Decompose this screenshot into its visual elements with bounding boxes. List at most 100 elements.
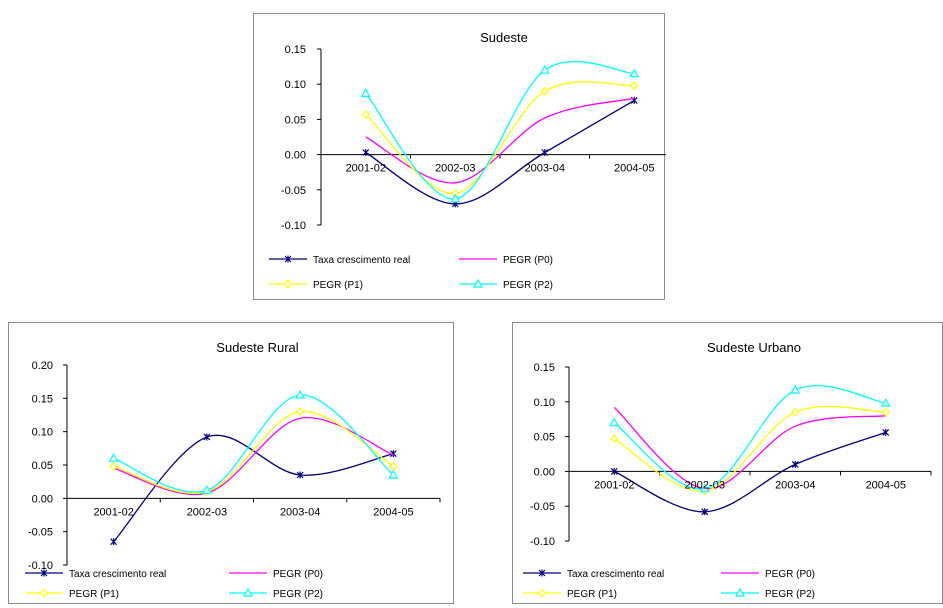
y-tick-label: -0.10 (28, 560, 53, 572)
legend-marker-pegr-p2 (734, 587, 746, 597)
legend-marker-pegr-p2 (242, 587, 254, 597)
series-line-pegr-p1 (113, 411, 394, 494)
chart-title: Sudeste Rural (216, 340, 298, 355)
series-line-pegr-p2 (613, 385, 886, 490)
legend-label-pegr-p2: PEGR (P2) (765, 589, 815, 600)
legend-marker-pegr-p1 (283, 279, 293, 289)
legend-label-taxa-crescimento-real: Taxa crescimento real (313, 255, 410, 266)
data-point-taxa-crescimento-real (882, 428, 890, 436)
legend-marker-taxa-crescimento-real (40, 569, 48, 577)
y-tick-label: 0.05 (32, 460, 53, 472)
data-point-taxa-crescimento-real (630, 96, 638, 104)
x-tick-label: 2004-05 (866, 479, 906, 491)
data-point-taxa-crescimento-real (203, 433, 211, 441)
series-line-pegr-p2 (365, 60, 635, 200)
x-tick-label: 2004-05 (373, 506, 413, 518)
data-point-pegr-p2 (360, 88, 371, 97)
x-tick-label: 2003-04 (775, 479, 815, 491)
x-tick-label: 2001-02 (346, 163, 386, 175)
data-point-pegr-p2 (450, 193, 461, 203)
chart-svg: Sudeste Urbano 0.15 0.10 0.05 0.00 -0.05 -0.10… (523, 340, 932, 600)
y-tick-label: -0.10 (281, 220, 306, 232)
legend-label-pegr-p1: PEGR (P1) (69, 589, 119, 600)
y-tick-label: 0.10 (534, 397, 555, 409)
data-point-pegr-p1 (629, 81, 639, 90)
chart-svg: Sudeste 0.15 0.10 0.05 0.00 -0.05 -0.10 2001-02… (269, 30, 666, 291)
series-group (360, 60, 640, 208)
data-point-pegr-p2 (388, 469, 399, 479)
data-point-taxa-crescimento-real (110, 538, 118, 546)
data-point-taxa-crescimento-real (296, 471, 304, 479)
data-point-pegr-p1 (109, 461, 118, 471)
data-point-pegr-p1 (609, 434, 619, 444)
series-group (609, 384, 891, 516)
y-tick-label: 0.05 (285, 114, 306, 126)
x-tick-label: 2001-02 (594, 479, 634, 491)
legend-marker-taxa-crescimento-real (538, 569, 546, 577)
y-tick-label: 0.00 (534, 466, 555, 478)
data-point-pegr-p2 (880, 397, 891, 407)
chart-svg: Sudeste Rural 0.20 0.15 0.10 0.05 0.00 -0.05 -0… (25, 340, 441, 600)
legend: Taxa crescimento real PEGR (P0) PEGR (P1) P… (269, 255, 553, 291)
series-line-pegr-p2 (113, 394, 394, 493)
legend-label-pegr-p1: PEGR (P1) (567, 589, 617, 600)
chart-sudeste-urbano: Sudeste Urbano 0.15 0.10 0.05 0.00 -0.05 -0.10… (512, 322, 943, 604)
data-point-pegr-p1 (295, 407, 305, 417)
data-point-pegr-p2 (699, 483, 710, 493)
chart-title: Sudeste Urbano (707, 340, 801, 355)
x-tick-label: 2001-02 (93, 506, 133, 518)
series-line-taxa-crescimento-real (365, 99, 635, 205)
data-point-taxa-crescimento-real (791, 460, 799, 468)
data-point-pegr-p1 (540, 86, 550, 96)
y-tick-label: -0.05 (530, 501, 555, 513)
legend-marker-pegr-p1 (39, 588, 49, 598)
chart-sudeste: Sudeste 0.15 0.10 0.05 0.00 -0.05 -0.10 2001-02… (253, 13, 666, 300)
data-point-pegr-p2 (201, 485, 212, 494)
data-point-pegr-p2 (629, 68, 640, 78)
y-tick-label: -0.05 (28, 527, 53, 539)
data-point-pegr-p1 (790, 407, 800, 417)
y-tick-label: 0.00 (285, 150, 306, 162)
x-tick-label: 2002-03 (187, 506, 227, 518)
data-point-pegr-p2 (790, 384, 801, 394)
y-tick-label: -0.10 (530, 536, 555, 548)
data-point-pegr-p1 (361, 110, 371, 119)
series-line-taxa-crescimento-real (113, 434, 394, 543)
legend-label-pegr-p0: PEGR (P0) (273, 569, 323, 580)
y-tick-label: 0.10 (285, 79, 306, 91)
legend-label-pegr-p0: PEGR (P0) (503, 255, 553, 266)
y-tick-label: 0.10 (32, 427, 53, 439)
legend-label-pegr-p2: PEGR (P2) (273, 589, 323, 600)
data-point-taxa-crescimento-real (389, 450, 397, 458)
series-line-pegr-p0 (613, 406, 886, 490)
y-tick-label: 0.15 (32, 393, 53, 405)
x-tick-label: 2004-05 (614, 163, 654, 175)
legend-marker-pegr-p2 (472, 278, 484, 288)
legend-label-taxa-crescimento-real: Taxa crescimento real (567, 569, 664, 580)
y-tick-label: 0.05 (534, 432, 555, 444)
legend-label-pegr-p0: PEGR (P0) (765, 569, 815, 580)
legend-label-taxa-crescimento-real: Taxa crescimento real (69, 569, 166, 580)
chart-title: Sudeste (480, 30, 528, 45)
series-line-pegr-p1 (365, 81, 635, 194)
data-point-pegr-p2 (539, 64, 550, 74)
chart-sudeste-rural: Sudeste Rural 0.20 0.15 0.10 0.05 0.00 -0.05 -0… (8, 322, 454, 604)
y-tick-label: 0.20 (32, 360, 53, 372)
data-point-taxa-crescimento-real (541, 148, 549, 156)
y-tick-label: 0.15 (534, 362, 555, 374)
legend-marker-pegr-p1 (537, 588, 547, 598)
series-line-taxa-crescimento-real (614, 431, 887, 513)
series-line-pegr-p0 (365, 97, 635, 184)
legend: Taxa crescimento real PEGR (P0) PEGR (P1) P… (523, 569, 815, 600)
x-tick-label: 2002-03 (685, 479, 725, 491)
x-tick-label: 2003-04 (280, 506, 320, 518)
series-line-pegr-p1 (613, 405, 886, 492)
data-point-taxa-crescimento-real (610, 467, 618, 475)
data-point-taxa-crescimento-real (701, 508, 709, 516)
series-line-pegr-p0 (113, 416, 394, 496)
y-tick-label: 0.00 (32, 493, 53, 505)
data-point-pegr-p2 (108, 453, 119, 462)
legend-label-pegr-p2: PEGR (P2) (503, 280, 553, 291)
legend-label-pegr-p1: PEGR (P1) (313, 280, 363, 291)
